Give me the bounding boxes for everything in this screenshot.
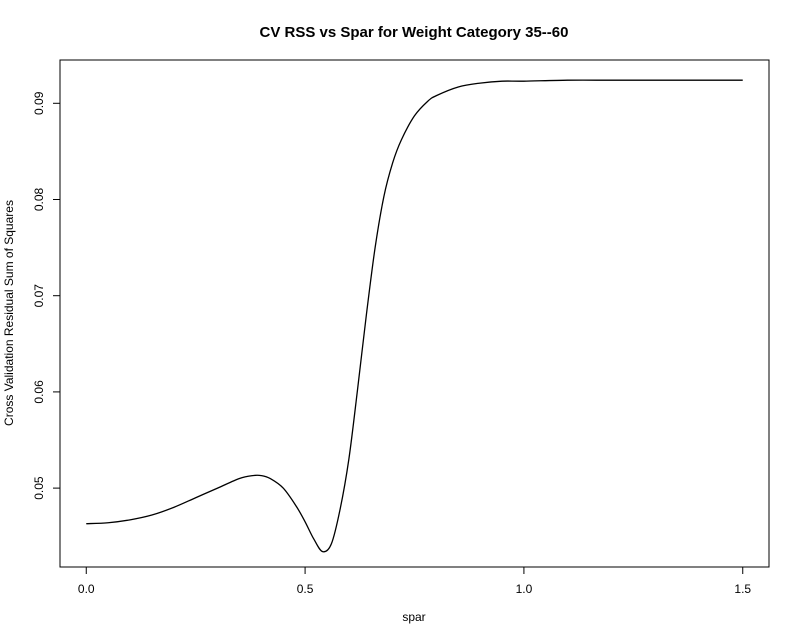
y-tick-label: 0.06 bbox=[32, 380, 46, 404]
y-tick-label: 0.05 bbox=[32, 476, 46, 500]
x-tick-label: 1.0 bbox=[516, 582, 533, 596]
x-tick-label: 0.5 bbox=[297, 582, 314, 596]
plot-frame bbox=[59, 59, 770, 568]
y-tick-label: 0.09 bbox=[32, 91, 46, 115]
y-axis-label: Cross Validation Residual Sum of Squares bbox=[2, 200, 16, 426]
y-axis: 0.05 0.06 0.07 0.08 0.09 bbox=[32, 91, 61, 500]
y-tick-label: 0.08 bbox=[32, 187, 46, 211]
x-tick-label: 1.5 bbox=[734, 582, 751, 596]
x-axis: 0.0 0.5 1.0 1.5 bbox=[78, 566, 751, 596]
x-axis-label: spar bbox=[402, 610, 425, 624]
x-tick-label: 0.0 bbox=[78, 582, 95, 596]
y-tick-label: 0.07 bbox=[32, 284, 46, 308]
chart-title: CV RSS vs Spar for Weight Category 35--6… bbox=[260, 24, 569, 41]
series-line bbox=[86, 79, 743, 553]
